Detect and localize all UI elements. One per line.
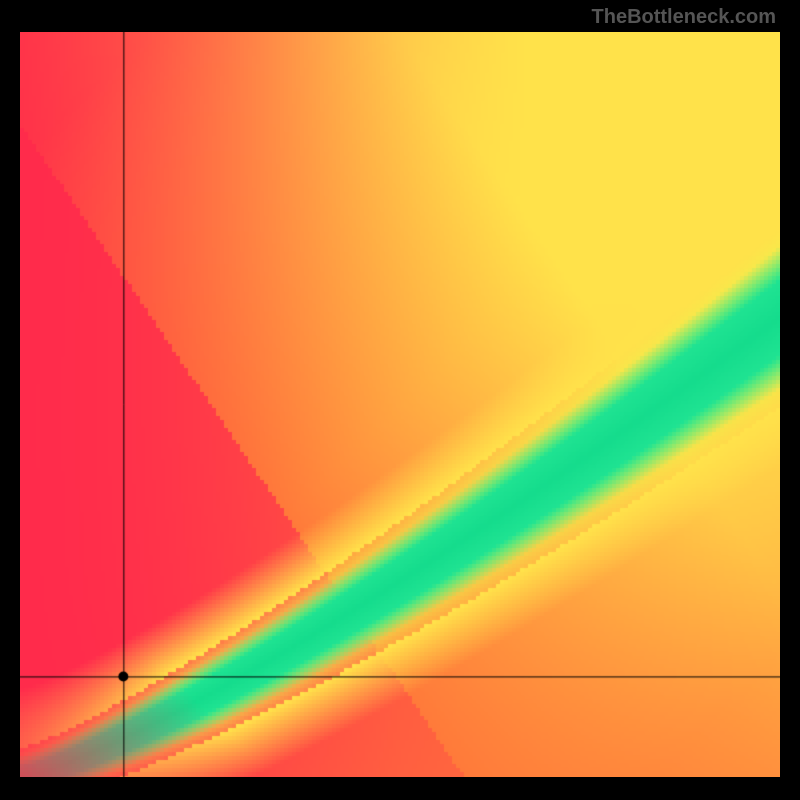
watermark-text: TheBottleneck.com (592, 6, 776, 29)
bottleneck-heatmap-canvas (20, 32, 780, 777)
